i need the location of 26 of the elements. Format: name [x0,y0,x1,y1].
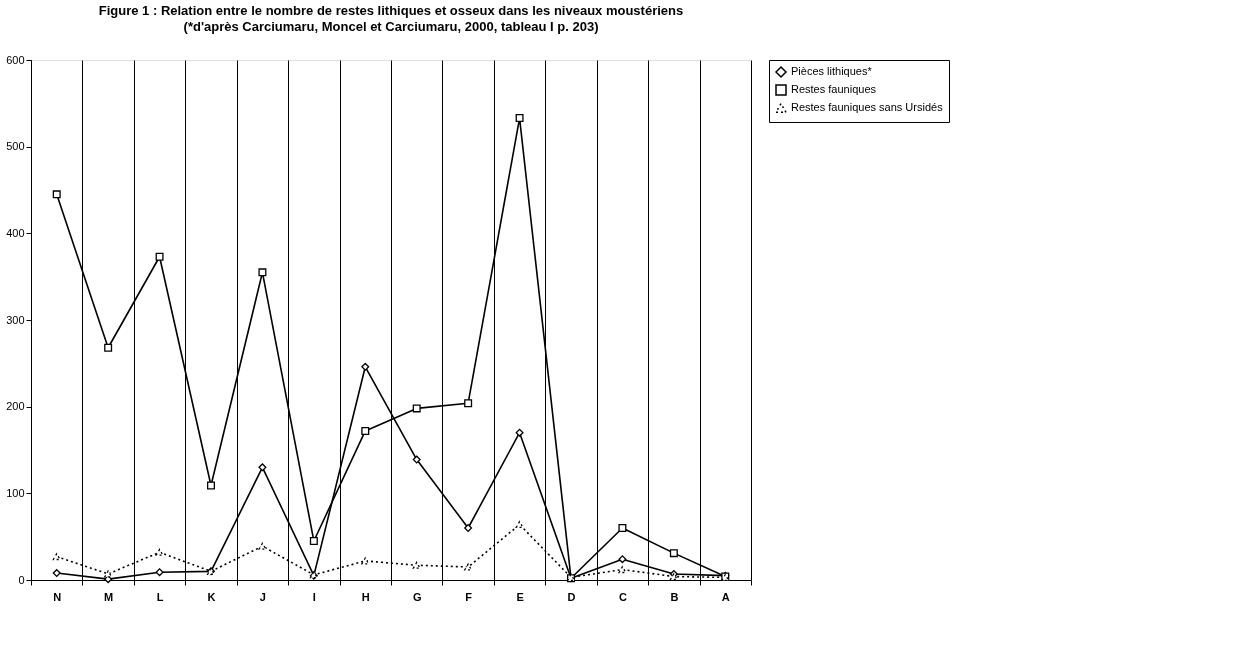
x-tick-label: A [721,590,730,603]
x-tick-label: K [207,590,216,603]
x-tick-label: E [516,590,524,603]
x-tick-label: L [156,590,164,603]
legend-label: Pièces lithiques* [791,65,873,77]
x-tick-label: J [259,590,266,603]
x-tick-label: B [670,590,679,603]
chart-title: Figure 1 : Relation entre le nombre de restes lithiques et osseux dans les niveaux moustériens [98,3,684,18]
x-tick-label: C [618,590,627,603]
y-tick-label: 300 [6,313,25,326]
x-tick-label: D [567,590,576,603]
y-tick-label: 400 [6,226,25,239]
y-tick-label: 100 [6,486,25,499]
x-tick-label: H [361,590,370,603]
legend-label: Restes fauniques sans Ursidés [791,101,944,113]
x-tick-label: I [312,590,316,603]
x-tick-label: F [465,590,473,603]
legend-label: Restes fauniques [791,83,877,95]
x-tick-label: N [53,590,62,603]
x-tick-label: M [104,590,114,603]
chart-subtitle: (*d'après Carciumaru, Moncel et Carciumaru, 2000, tableau I p. 203) [183,19,599,34]
y-tick-label: 0 [18,573,25,586]
y-tick-label: 500 [6,140,25,153]
y-tick-label: 600 [6,53,25,66]
y-tick-label: 200 [6,400,25,413]
x-tick-label: G [412,590,422,603]
